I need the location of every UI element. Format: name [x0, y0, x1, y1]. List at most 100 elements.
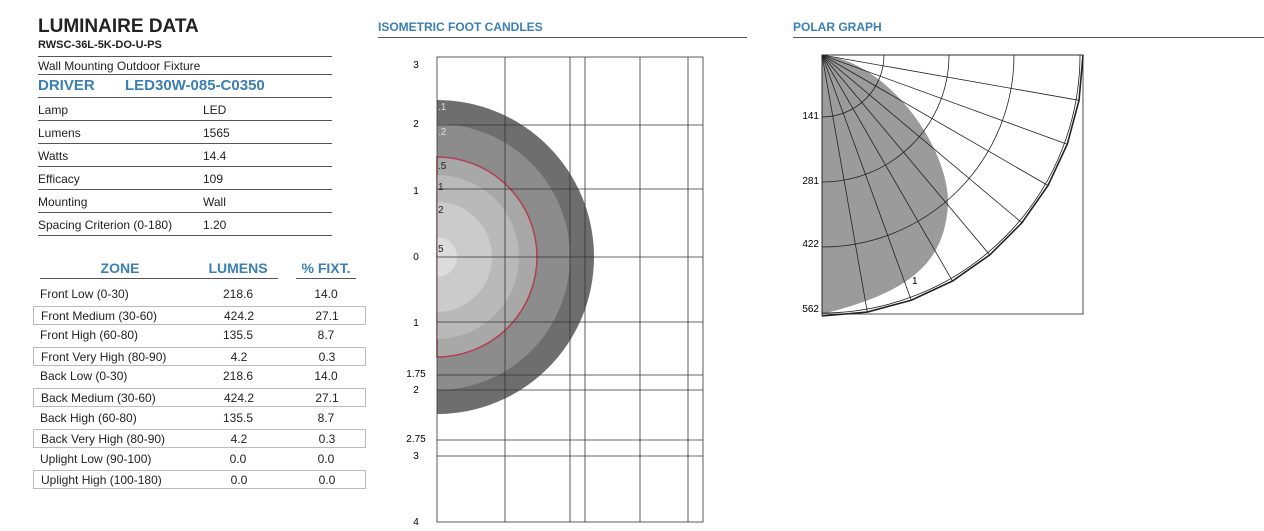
iso-y-label: 3: [413, 451, 419, 462]
zone-cell: 0.3: [318, 432, 336, 447]
iso-grid: [436, 56, 704, 523]
iso-y-label: 1.75: [406, 369, 426, 380]
model: RWSC-36L-5K-DO-U-PS: [38, 39, 162, 51]
polar-arc: [821, 54, 885, 118]
zone-cell: 14.0: [314, 369, 338, 384]
polar-r-label: 562: [802, 304, 819, 315]
spec-label: Lamp: [38, 103, 69, 117]
spec-row: Efficacy 109: [38, 167, 332, 190]
zone-cell: Uplight Low (90-100): [40, 451, 152, 466]
spec-value: 1.20: [203, 218, 227, 232]
zone-header: % FIXT.: [296, 260, 356, 279]
polar-title: POLAR GRAPH: [793, 20, 882, 34]
desc-row: Wall Mounting Outdoor Fixture: [38, 56, 332, 75]
spec-label: Mounting: [38, 195, 88, 209]
zone-cell: 8.7: [317, 410, 335, 425]
title: LUMINAIRE DATA: [38, 16, 199, 37]
spec-value: Wall: [203, 195, 226, 209]
zone-cell: 218.6: [222, 369, 254, 384]
zone-row: Back Medium (30-60) 424.2 27.1: [33, 388, 366, 407]
rule: [793, 37, 1264, 38]
zone-cell: Back High (60-80): [40, 410, 137, 425]
zone-cell: Front Very High (80-90): [41, 349, 167, 364]
zone-cell: Back Very High (80-90): [41, 432, 166, 447]
zone-cell: 424.2: [223, 391, 255, 405]
contour-label: 5: [438, 244, 444, 255]
zone-row: Back Very High (80-90) 4.2 0.3: [33, 429, 366, 449]
polar-r-label: 141: [802, 111, 819, 122]
polar-arc: [821, 54, 1015, 248]
spec-value: 1565: [203, 126, 230, 140]
zone-row: Front Low (0-30) 218.6 14.0: [33, 285, 366, 304]
spec-row: Watts 14.4: [38, 144, 332, 167]
spec-label: Efficacy: [38, 172, 80, 186]
spec-value: 109: [203, 172, 224, 186]
zone-cell: Front Medium (30-60): [41, 308, 158, 323]
iso-title: ISOMETRIC FOOT CANDLES: [378, 20, 543, 34]
contour-label: .5: [438, 161, 447, 172]
zone-cell: 27.1: [315, 308, 339, 323]
zone-cell: 0.0: [318, 473, 336, 488]
polar-outer: [821, 54, 1084, 317]
zone-row: Uplight High (100-180) 0.0 0.0: [33, 470, 366, 490]
iso-y-label: 2: [413, 119, 419, 130]
polar-ray: [821, 54, 912, 301]
polar-ray: [821, 54, 953, 282]
zone-cell: Uplight High (100-180): [41, 473, 162, 488]
spec-value: LED: [203, 103, 227, 117]
zone-cell: 27.1: [315, 391, 339, 405]
iso-y-label: 3: [413, 60, 419, 71]
zone-cell: Front Low (0-30): [40, 287, 129, 301]
zone-cell: 424.2: [223, 308, 255, 323]
iso-y-label: 2.75: [406, 434, 426, 445]
zone-header: LUMENS: [198, 260, 278, 279]
zone-cell: 135.5: [222, 410, 254, 425]
contour-label: .1: [438, 102, 447, 113]
polar-r-label: 281: [802, 176, 819, 187]
iso-y-label: 1: [413, 186, 419, 197]
zone-cell: 135.5: [222, 328, 254, 343]
spec-row: Mounting Wall: [38, 190, 332, 213]
polar-contour-label: 1: [912, 276, 918, 287]
zone-header: ZONE: [40, 260, 200, 279]
iso-y-label: 2: [413, 385, 419, 396]
rule: [378, 37, 747, 38]
polar-ray: [821, 54, 1080, 101]
driver: LED30W-085-C0350: [125, 77, 265, 94]
zone-row: Uplight Low (90-100) 0.0 0.0: [33, 450, 366, 469]
contour-label: 2: [438, 205, 444, 216]
polar-ray: [821, 54, 1023, 224]
zone-cell: 4.2: [230, 349, 248, 364]
spec-row: Lamp LED: [38, 98, 332, 121]
zone-cell: Back Medium (30-60): [41, 391, 156, 405]
zone-cell: 0.0: [229, 451, 247, 466]
zone-row: Back Low (0-30) 218.6 14.0: [33, 367, 366, 386]
iso-y-label: 4: [413, 517, 419, 528]
polar-arc: [821, 54, 1081, 314]
zone-cell: 14.0: [314, 287, 338, 301]
zone-row: Front Very High (80-90) 4.2 0.3: [33, 346, 366, 366]
zone-cell: 0.0: [230, 473, 248, 488]
contour-label: .2: [438, 127, 447, 138]
polar-arc: [821, 54, 950, 183]
polar-r-label: 422: [802, 239, 819, 250]
polar-ray: [821, 54, 868, 313]
spec-label: Watts: [38, 149, 69, 163]
description: Wall Mounting Outdoor Fixture: [38, 59, 201, 73]
zone-cell: 218.6: [222, 287, 254, 301]
polar-ray: [821, 54, 991, 256]
polar-grid: [821, 54, 1084, 317]
spec-row: Spacing Criterion (0-180) 1.20: [38, 213, 332, 236]
driver-label: DRIVER: [38, 77, 95, 94]
zone-row: Back High (60-80) 135.5 8.7: [33, 409, 366, 428]
iso-y-label: 1: [413, 318, 419, 329]
spec-label: Spacing Criterion (0-180): [38, 218, 173, 232]
zone-cell: 4.2: [230, 432, 248, 447]
spec-value: 14.4: [203, 149, 227, 163]
zone-row: Front Medium (30-60) 424.2 27.1: [33, 305, 366, 325]
polar-area: [822, 55, 949, 314]
polar-ray: [821, 54, 1068, 145]
zone-row: Front High (60-80) 135.5 8.7: [33, 326, 366, 345]
zone-cell: 8.7: [317, 328, 335, 343]
